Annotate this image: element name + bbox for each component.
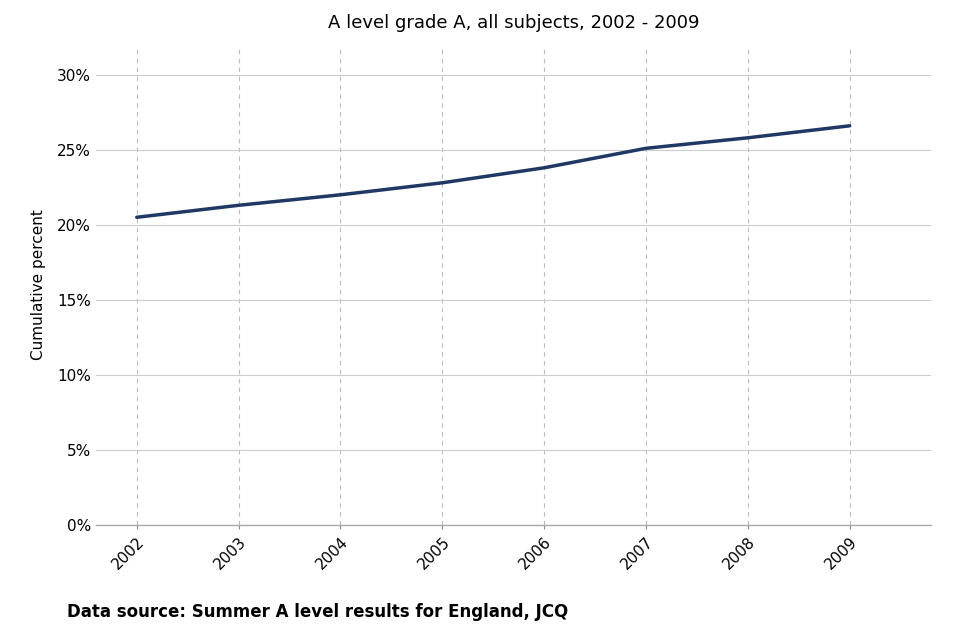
Y-axis label: Cumulative percent: Cumulative percent	[31, 209, 46, 360]
Text: Data source: Summer A level results for England, JCQ: Data source: Summer A level results for …	[67, 603, 568, 621]
Title: A level grade A, all subjects, 2002 - 2009: A level grade A, all subjects, 2002 - 20…	[328, 14, 699, 32]
